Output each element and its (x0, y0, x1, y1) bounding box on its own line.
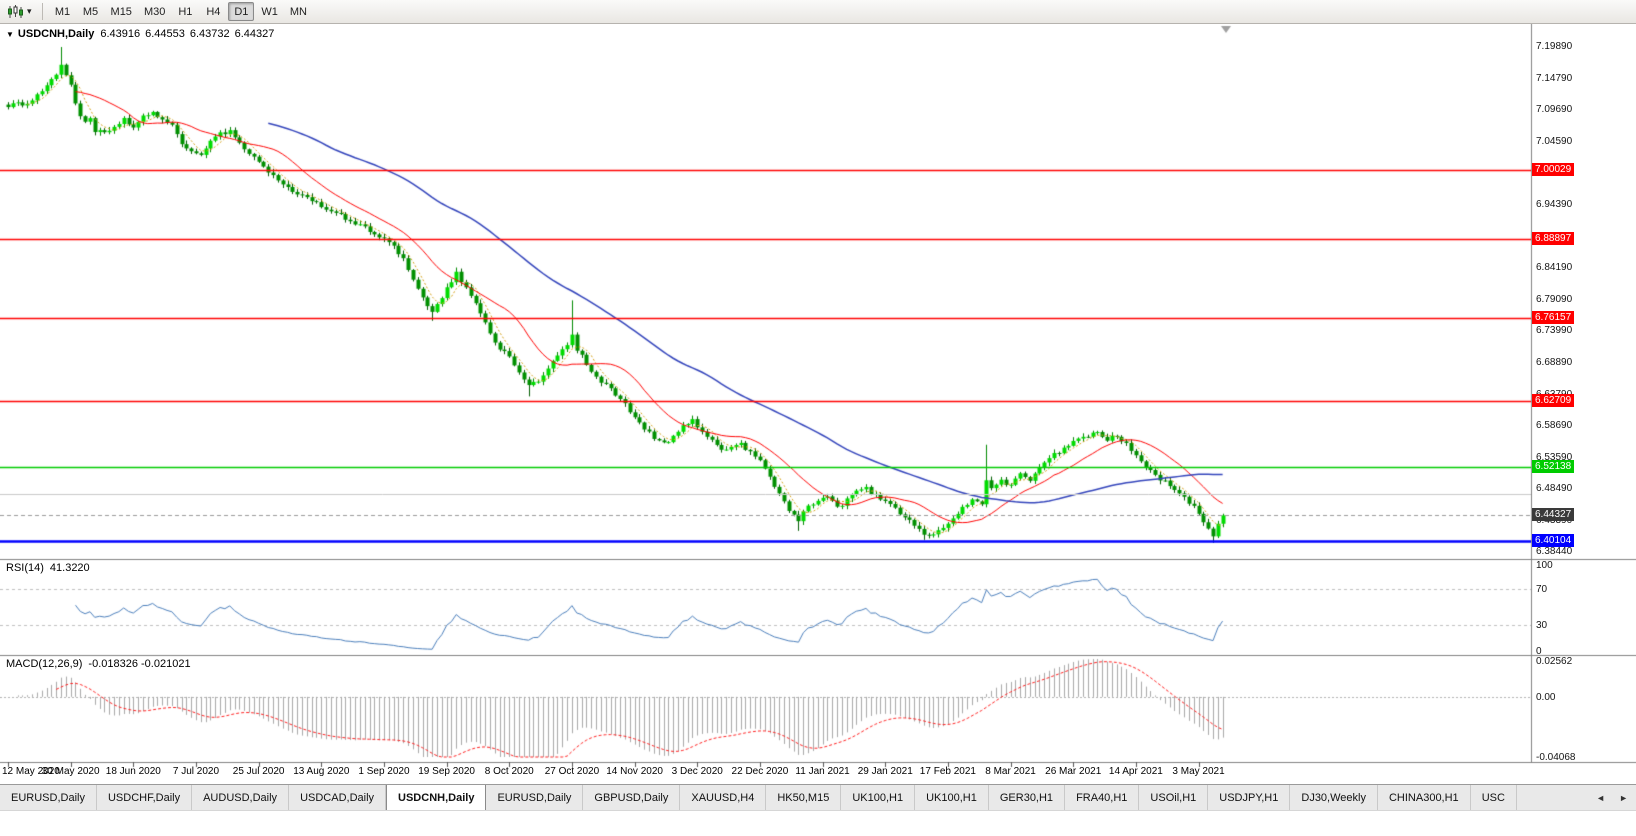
chart-tab-audusd-daily[interactable]: AUDUSD,Daily (192, 785, 290, 810)
chart-tab-gbpusd-daily[interactable]: GBPUSD,Daily (583, 785, 681, 810)
scroll-tabs-left-icon[interactable]: ◄ (1596, 792, 1606, 803)
collapse-arrow-icon[interactable]: ▼ (6, 30, 14, 39)
chart-symbol-label: USDCNH,Daily (17, 28, 95, 40)
chart-tab-usc[interactable]: USC (1471, 785, 1517, 810)
timeframe-button-group: M1 M5 M15 M30 H1 H4 D1 W1 MN (50, 2, 312, 21)
price-axis[interactable] (1531, 24, 1636, 762)
status-strip (0, 810, 1636, 836)
ohlc-close: 6.44327 (234, 28, 275, 40)
rsi-name: RSI(14) (6, 562, 44, 574)
rsi-indicator-label: RSI(14) 41.3220 (6, 562, 90, 574)
chart-tab-dj30-weekly[interactable]: DJ30,Weekly (1290, 785, 1378, 810)
macd-indicator-label: MACD(12,26,9) -0.018326 -0.021021 (6, 658, 191, 670)
rsi-value: 41.3220 (49, 562, 90, 574)
timeframe-button-mn[interactable]: MN (289, 5, 307, 18)
time-axis[interactable] (0, 762, 1531, 784)
top-toolbar: ▾ M1 M5 M15 M30 H1 H4 D1 W1 MN (0, 0, 1636, 24)
timeframe-button-m1[interactable]: M1 (54, 5, 71, 18)
chart-tab-china300-h1[interactable]: CHINA300,H1 (1378, 785, 1471, 810)
timeframe-button-h1[interactable]: H1 (178, 5, 193, 18)
chart-ohlc-line: ▼ USDCNH,Daily 6.43916 6.44553 6.43732 6.4432… (6, 28, 279, 40)
timeframe-button-w1[interactable]: W1 (261, 5, 278, 18)
chart-tab-bar: EURUSD,Daily USDCHF,Daily AUDUSD,Daily USDC… (0, 784, 1636, 810)
timeframe-button-m30[interactable]: M30 (143, 5, 166, 18)
chart-tab-usoil-h1[interactable]: USOil,H1 (1139, 785, 1209, 810)
chart-tab-fra40-h1[interactable]: FRA40,H1 (1065, 785, 1140, 810)
chart-tab-uk100-h1[interactable]: UK100,H1 (841, 785, 916, 810)
chart-tab-xauusd-h4[interactable]: XAUUSD,H4 (680, 785, 767, 810)
chart-area[interactable] (0, 24, 1636, 784)
chart-tab-eurusd-daily[interactable]: EURUSD,Daily (486, 785, 584, 810)
chart-tab-usdchf-daily[interactable]: USDCHF,Daily (97, 785, 193, 810)
timeframe-button-d1[interactable]: D1 (228, 2, 255, 21)
toolbar-separator (41, 3, 43, 20)
ohlc-high: 6.44553 (145, 28, 185, 40)
ohlc-low: 6.43732 (189, 28, 230, 40)
chart-tab-ger30-h1[interactable]: GER30,H1 (989, 785, 1066, 810)
scroll-tabs-right-icon[interactable]: ► (1619, 792, 1628, 803)
macd-value: -0.018326 -0.021021 (88, 658, 191, 670)
chart-tab-usdcad-daily[interactable]: USDCAD,Daily (289, 785, 387, 810)
chart-tab-eurusd-daily[interactable]: EURUSD,Daily (0, 785, 97, 810)
ohlc-open: 6.43916 (100, 28, 141, 40)
timeframe-button-m5[interactable]: M5 (82, 5, 99, 18)
chart-tab-hk50-m15[interactable]: HK50,M15 (766, 785, 842, 810)
chart-tab-uk100-h1[interactable]: UK100,H1 (915, 785, 989, 810)
timeframe-button-h4[interactable]: H4 (206, 5, 221, 18)
timeframe-button-m15[interactable]: M15 (110, 5, 132, 18)
candlestick-chart-icon[interactable] (5, 4, 25, 19)
macd-name: MACD(12,26,9) (6, 658, 83, 670)
chart-tab-usdjpy-h1[interactable]: USDJPY,H1 (1208, 785, 1291, 810)
chart-tab-usdcnh-daily[interactable]: USDCNH,Daily (386, 785, 487, 810)
chart-dropdown-caret-icon[interactable]: ▾ (27, 6, 32, 16)
tab-scroll-arrows: ◄ ► (1588, 785, 1636, 810)
